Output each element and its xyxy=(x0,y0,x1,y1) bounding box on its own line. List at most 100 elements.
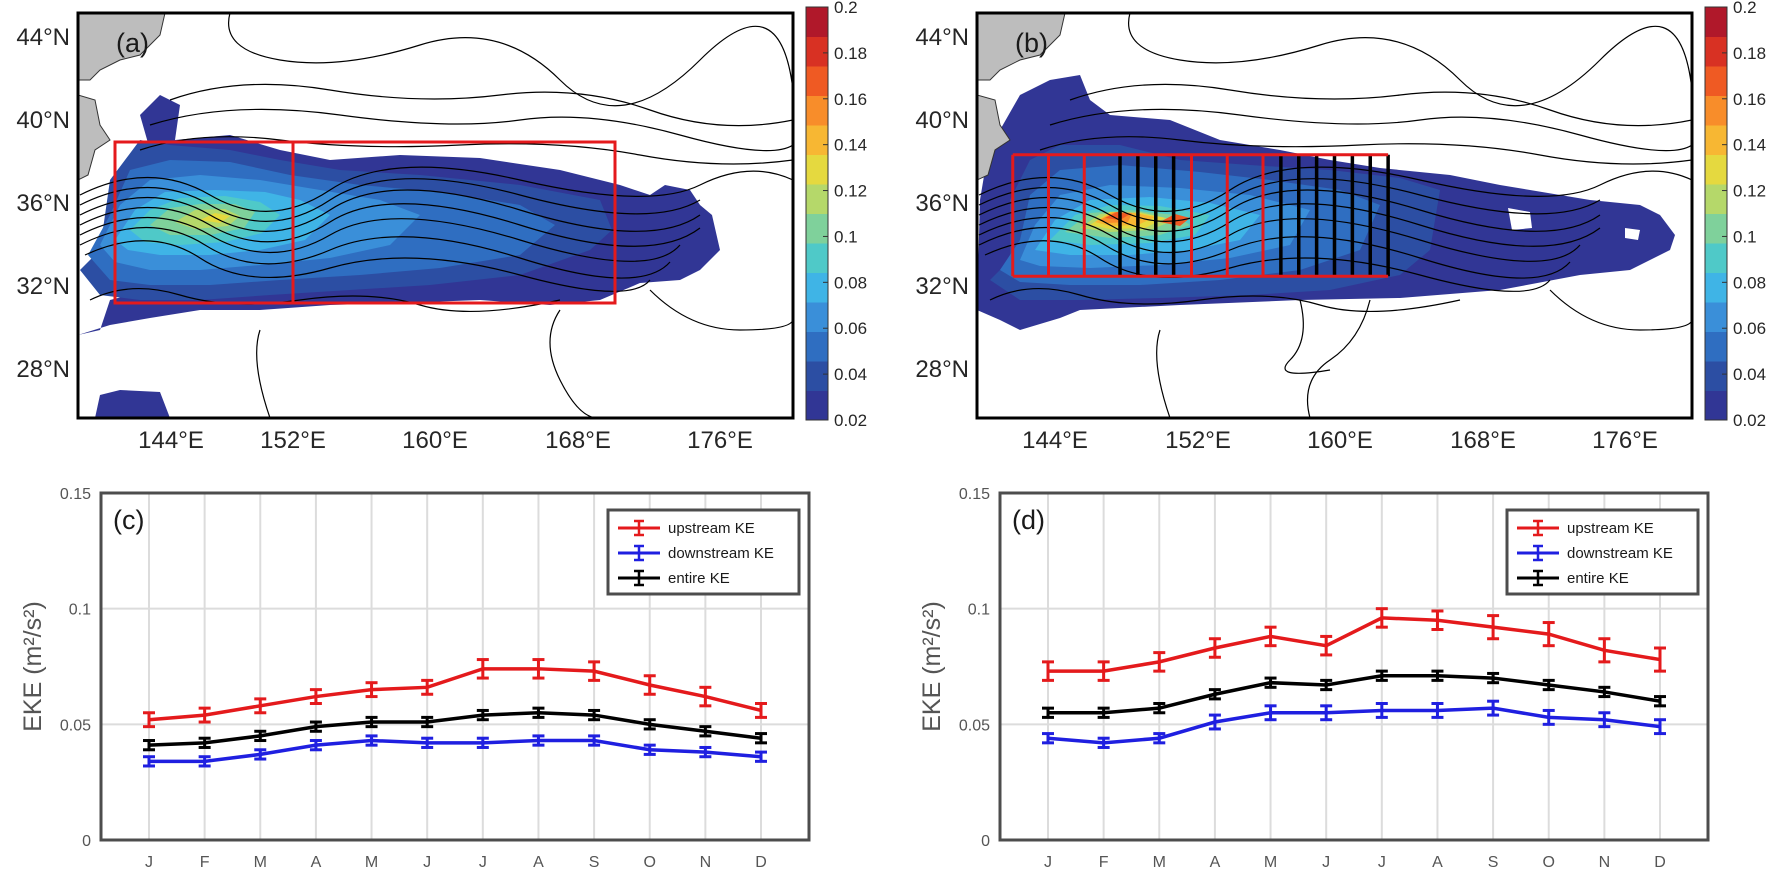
colorbar-band xyxy=(1705,154,1727,185)
chart-y-axis-label: EKE (m²/s²) xyxy=(918,601,946,732)
chart-error-bar xyxy=(532,706,545,719)
chart-x-tick-label: M xyxy=(365,854,378,871)
colorbar-band xyxy=(1705,36,1727,67)
colorbar-band xyxy=(806,361,828,391)
colorbar-tick-label: 0.1 xyxy=(834,227,858,246)
chart-error-bar xyxy=(755,732,767,745)
chart-error-bar xyxy=(699,725,712,738)
chart-x-tick-label: J xyxy=(1378,854,1386,871)
chart-error-bar xyxy=(1264,704,1277,722)
chart-y-tick-label: 0.1 xyxy=(69,602,91,619)
panel-b-lat-tick: 44°N xyxy=(915,24,969,51)
colorbar-tick-label: 0.04 xyxy=(1733,365,1766,384)
chart-error-bar xyxy=(588,660,601,682)
chart-error-bar xyxy=(643,674,656,696)
chart-legend-label: entire KE xyxy=(1567,570,1629,587)
colorbar-band xyxy=(1705,302,1727,332)
chart-error-bar xyxy=(1153,732,1166,745)
chart-frame xyxy=(99,491,811,842)
colorbar-tick-label: 0.06 xyxy=(1733,319,1766,338)
chart-error-bar xyxy=(309,688,322,706)
chart-error-bar xyxy=(365,715,378,729)
colorbar-tick-label: 0.1 xyxy=(1733,227,1757,246)
chart-error-bar xyxy=(1264,625,1277,648)
chart-legend: upstream KE downstream KE entire KE xyxy=(606,508,801,596)
chart-x-tick-label: D xyxy=(755,854,767,871)
panel-b-lat-tick: 40°N xyxy=(915,107,969,134)
chart-legend-item: entire KE xyxy=(1517,569,1629,587)
colorbar-tick-label: 0.16 xyxy=(834,90,867,109)
panel-b-lon-tick: 152°E xyxy=(1165,427,1231,454)
chart-error-bar xyxy=(1542,708,1555,726)
chart-error-bar xyxy=(1153,702,1166,715)
colorbar-tick-label: 0.18 xyxy=(834,44,867,63)
chart-series-line xyxy=(148,711,762,747)
chart-series-line xyxy=(1048,616,1661,673)
colorbar-band xyxy=(806,125,828,155)
colorbar-band xyxy=(806,184,828,214)
panel-a-tag: (a) xyxy=(116,28,149,58)
chart-error-bar xyxy=(1153,651,1166,673)
chart-y-tick-label: 0.15 xyxy=(60,486,91,503)
chart-error-bar xyxy=(421,715,434,729)
chart-error-bar xyxy=(1208,637,1221,659)
colorbar-band xyxy=(806,36,828,67)
panel-a-colorbar: 0.2 0.18 0.16 0.14 0.12 0.1 0.08 0.06 0.04 0.02 xyxy=(805,0,867,430)
colorbar-tick-label: 0.02 xyxy=(834,411,867,430)
chart-error-bar xyxy=(1042,732,1054,745)
chart-legend-item: upstream KE xyxy=(618,519,755,537)
chart-error-bar xyxy=(1375,669,1388,682)
chart-x-tick-label: F xyxy=(1099,854,1109,871)
colorbar-band xyxy=(806,390,828,421)
chart-error-bar xyxy=(143,739,155,752)
colorbar-band xyxy=(1705,331,1727,362)
chart-error-bar xyxy=(198,755,211,768)
chart-series-line xyxy=(148,667,762,722)
chart-error-bar xyxy=(1320,704,1333,722)
panel-b-map: (b) 44°N 40°N 36°N 32°N 28°N 144°E 152°E… xyxy=(915,11,1694,454)
chart-error-bar xyxy=(476,708,489,722)
chart-error-bar xyxy=(1654,695,1666,708)
chart-x-tick-label: J xyxy=(1322,854,1330,871)
colorbar-band xyxy=(1705,184,1727,214)
chart-error-bar xyxy=(1542,678,1555,692)
chart-x-tick-label: S xyxy=(1488,854,1499,871)
chart-error-bar xyxy=(476,736,489,749)
panel-b-lon-tick: 168°E xyxy=(1450,427,1516,454)
chart-error-bar xyxy=(1320,634,1333,657)
chart-x-tick-label: A xyxy=(1210,854,1221,871)
chart-x-tick-label: N xyxy=(1599,854,1611,871)
chart-y-tick-label: 0.15 xyxy=(959,486,990,503)
colorbar-band xyxy=(806,154,828,185)
colorbar-band xyxy=(1705,95,1727,126)
panel-a-lon-tick: 152°E xyxy=(260,427,326,454)
panel-b-colorbar-bands xyxy=(1705,7,1727,421)
colorbar-band xyxy=(1705,125,1727,155)
chart-error-bar xyxy=(365,681,378,699)
chart-error-bar xyxy=(588,734,601,747)
chart-error-bar xyxy=(309,739,322,752)
chart-error-bar xyxy=(1375,702,1388,719)
panel-b-sections xyxy=(1011,153,1390,278)
panel-a-colorbar-ticks: 0.2 0.18 0.16 0.14 0.12 0.1 0.08 0.06 0.04 0.02 xyxy=(823,0,867,430)
chart-error-bar xyxy=(1487,671,1500,685)
chart-error-bar xyxy=(1320,678,1333,692)
panel-a-lon-tick: 160°E xyxy=(402,427,468,454)
colorbar-tick-label: 0.08 xyxy=(1733,273,1766,292)
chart-y-axis-label: EKE (m²/s²) xyxy=(19,601,47,732)
colorbar-band xyxy=(1705,66,1727,96)
chart-x-tick-label: F xyxy=(200,854,210,871)
chart-legend-item: entire KE xyxy=(618,569,730,587)
chart-error-bar xyxy=(755,750,767,763)
panel-a-lat-tick: 32°N xyxy=(16,273,70,300)
colorbar-band xyxy=(806,243,828,273)
colorbar-tick-label: 0.14 xyxy=(1733,136,1766,155)
chart-error-bar xyxy=(1097,660,1110,682)
chart-x-tick-label: D xyxy=(1654,854,1666,871)
chart-error-bar xyxy=(1097,706,1110,719)
chart-x-tick-label: J xyxy=(145,854,153,871)
panel-b-lat-tick: 36°N xyxy=(915,190,969,217)
chart-error-bar xyxy=(588,708,601,722)
panel-a-lat-tick: 44°N xyxy=(16,24,70,51)
panel-b-lon-tick: 176°E xyxy=(1592,427,1658,454)
